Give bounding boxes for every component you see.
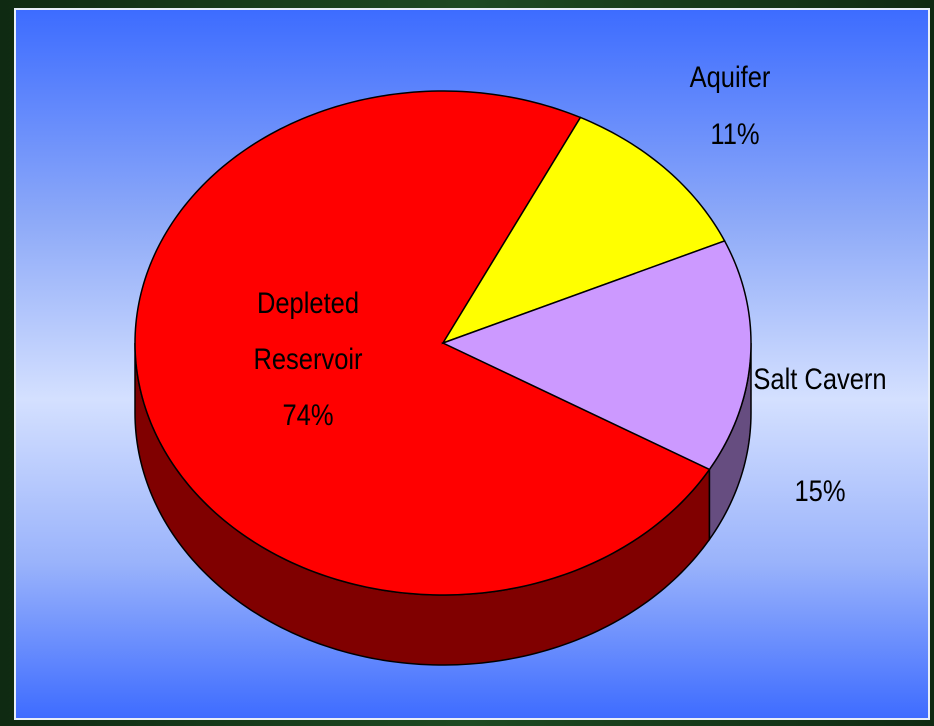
slice-value-label: 15% — [794, 475, 846, 508]
slice-label: Salt Cavern — [753, 363, 887, 396]
slice-value-label: 74% — [282, 399, 334, 432]
pie-slice — [134, 90, 711, 596]
slice-value-label: 11% — [710, 118, 760, 151]
slice-label: Aquifer — [689, 61, 771, 94]
pie-slice — [441, 239, 752, 471]
slice-label: Depleted Reservoir — [253, 287, 363, 376]
pie-slice — [441, 116, 726, 345]
